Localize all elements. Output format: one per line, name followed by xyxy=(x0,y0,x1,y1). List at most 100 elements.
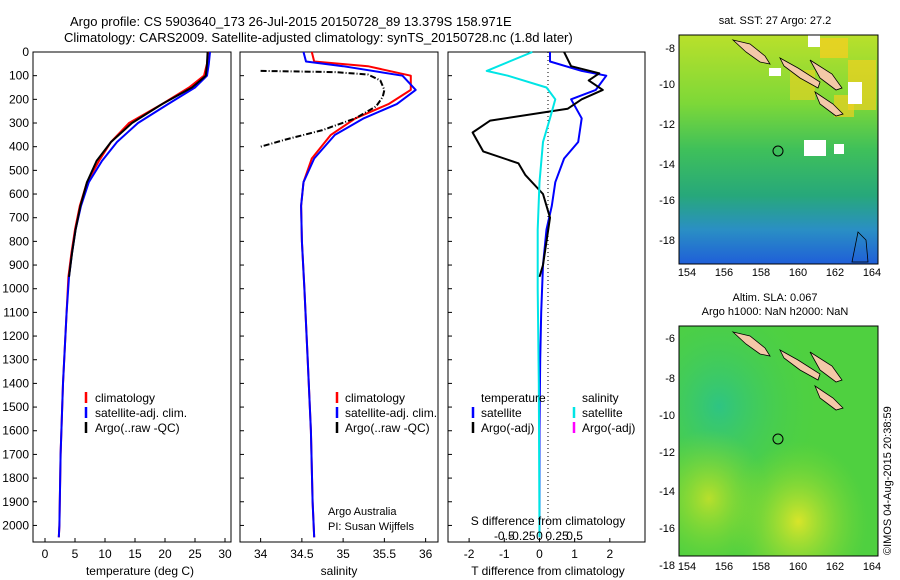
y-tick-label: 500 xyxy=(9,163,29,177)
annotation-argo-australia: Argo Australia xyxy=(328,506,397,518)
sst-islands xyxy=(731,39,869,263)
x-tick-label: 0 xyxy=(42,547,49,561)
y-tick-label: 300 xyxy=(9,116,29,130)
salinity-panel: 34 34.5 35 35.5 36 climatology satellite-adj… xyxy=(239,51,439,578)
sla-ytick: -8 xyxy=(665,373,675,385)
sst-map-ticks: 154 156 158 160 162 164 -8 -10 -12 -14 -… xyxy=(659,43,881,279)
sst-ytick: -8 xyxy=(665,43,675,55)
x-tick-label: 36 xyxy=(419,547,433,561)
sst-xtick: 156 xyxy=(715,267,733,279)
y-tick-label: 1200 xyxy=(2,329,29,343)
x-tick-label: 0 xyxy=(536,547,543,561)
legend-header-salinity: salinity xyxy=(582,391,619,405)
difference-plot-frame xyxy=(447,51,646,543)
sst-ytick: -16 xyxy=(659,195,675,207)
difference-xlabel-top: S difference from climatology xyxy=(471,514,626,528)
sst-ytick: -18 xyxy=(659,235,675,247)
series-line-argo-raw-qc- xyxy=(260,69,386,148)
salinity-diff-tick-label: -0.5 xyxy=(494,529,515,543)
salinity-plot-frame xyxy=(239,51,439,543)
y-tick-label: 100 xyxy=(9,69,29,83)
y-tick-label: 200 xyxy=(9,92,29,106)
salinity-legend: climatology satellite-adj. clim. Argo(..… xyxy=(335,391,437,435)
temperature-ticks: 0 5 10 15 20 25 300100200300400500600700800900… xyxy=(2,45,232,561)
figure-title-line2: Climatology: CARS2009. Satellite-adjuste… xyxy=(64,30,573,45)
salinity-diff-tick-label: 0.25 xyxy=(545,529,569,543)
y-tick-label: 1800 xyxy=(2,471,29,485)
sla-map-title-line1: Altim. SLA: 0.067 xyxy=(733,292,818,304)
sst-xtick: 160 xyxy=(789,267,807,279)
legend-label-climatology: climatology xyxy=(345,391,405,405)
sst-argo-location xyxy=(772,145,784,157)
sla-ytick: -12 xyxy=(659,447,675,459)
sla-map-panel: Altim. SLA: 0.067 Argo h1000: NaN h2000:… xyxy=(659,292,881,573)
y-tick-label: 700 xyxy=(9,211,29,225)
series-line-satellite-adj-clim- xyxy=(300,51,417,538)
difference-xlabel: T difference from climatology xyxy=(471,564,625,578)
y-tick-label: 1300 xyxy=(2,353,29,367)
legend-label-temperature-satellite: satellite xyxy=(481,406,522,420)
sla-argo-location xyxy=(772,433,784,445)
y-tick-label: 600 xyxy=(9,187,29,201)
y-tick-label: 900 xyxy=(9,258,29,272)
x-tick-label: 1 xyxy=(571,547,578,561)
legend-label-temperature-argo: Argo(-adj) xyxy=(481,421,534,435)
legend-label-salinity-argo: Argo(-adj) xyxy=(582,421,635,435)
series-line-temperature-argo-adj- xyxy=(471,51,604,278)
sla-ytick: -18 xyxy=(659,560,675,572)
temperature-series-layer xyxy=(57,51,211,538)
difference-legend: temperature satellite Argo(-adj) salinit… xyxy=(471,391,635,435)
x-tick-label: 34 xyxy=(254,547,268,561)
sst-xtick: 158 xyxy=(752,267,770,279)
y-tick-label: 1400 xyxy=(2,376,29,390)
sla-islands xyxy=(731,331,844,411)
imos-timestamp: ©IMOS 04-Aug-2015 20:38:59 xyxy=(882,406,894,555)
salinity-ticks: 34 34.5 35 35.5 36 xyxy=(240,51,433,561)
legend-label-salinity-satellite: satellite xyxy=(582,406,623,420)
sst-xtick: 162 xyxy=(826,267,844,279)
difference-series-layer xyxy=(471,51,608,538)
salinity-diff-tick-label: -0.25 xyxy=(508,529,536,543)
legend-label-argo: Argo(..raw -QC) xyxy=(95,421,180,435)
temperature-xlabel: temperature (deg C) xyxy=(86,564,194,578)
temperature-legend: climatology satellite-adj. clim. Argo(..… xyxy=(84,391,187,435)
sla-xtick: 160 xyxy=(789,561,807,573)
series-line-argo-raw-qc- xyxy=(68,51,209,278)
salinity-diff-tick-label: 0 xyxy=(536,529,543,543)
x-tick-label: -1 xyxy=(499,547,510,561)
y-tick-label: 1000 xyxy=(2,282,29,296)
sla-map-ticks: 154 156 158 160 162 164 -6 -8 -10 -12 -1… xyxy=(659,333,881,573)
y-tick-label: 1100 xyxy=(3,305,29,319)
temperature-panel: 0 5 10 15 20 25 300100200300400500600700800900… xyxy=(2,45,232,578)
legend-label-argo: Argo(..raw -QC) xyxy=(345,421,430,435)
x-tick-label: 15 xyxy=(128,547,142,561)
sst-map-frame xyxy=(678,34,879,265)
sla-ytick: -14 xyxy=(659,486,675,498)
sst-ytick: -14 xyxy=(659,159,675,171)
x-tick-label: 20 xyxy=(158,547,172,561)
x-tick-label: 25 xyxy=(188,547,202,561)
difference-ticks: -2 -1 0 1 2 -0.5-0.25 0 0.250.5 xyxy=(448,51,613,561)
annotation-pi: PI: Susan Wijffels xyxy=(328,521,414,533)
x-tick-label: 5 xyxy=(72,547,79,561)
temperature-plot-frame xyxy=(32,51,232,543)
x-tick-label: 34.5 xyxy=(290,547,314,561)
x-tick-label: 2 xyxy=(606,547,613,561)
y-tick-label: 0 xyxy=(22,45,29,59)
sla-xtick: 156 xyxy=(715,561,733,573)
salinity-series-layer xyxy=(260,51,417,538)
difference-panel: -2 -1 0 1 2 -0.5-0.25 0 0.250.5 temperature sat… xyxy=(447,51,646,578)
y-tick-label: 1900 xyxy=(2,495,29,509)
sla-xtick: 164 xyxy=(863,561,881,573)
figure-title-line1: Argo profile: CS 5903640_173 26-Jul-2015… xyxy=(70,14,512,29)
y-tick-label: 1700 xyxy=(2,447,29,461)
sst-xtick: 164 xyxy=(863,267,881,279)
x-tick-label: 35 xyxy=(336,547,350,561)
y-tick-label: 2000 xyxy=(2,518,29,532)
y-tick-label: 1600 xyxy=(2,424,29,438)
sst-map-title: sat. SST: 27 Argo: 27.2 xyxy=(719,15,832,27)
sla-xtick: 158 xyxy=(752,561,770,573)
sst-ytick: -12 xyxy=(659,119,675,131)
sla-map-title-line2: Argo h1000: NaN h2000: NaN xyxy=(702,306,849,318)
salinity-diff-tick-label: 0.5 xyxy=(566,529,583,543)
